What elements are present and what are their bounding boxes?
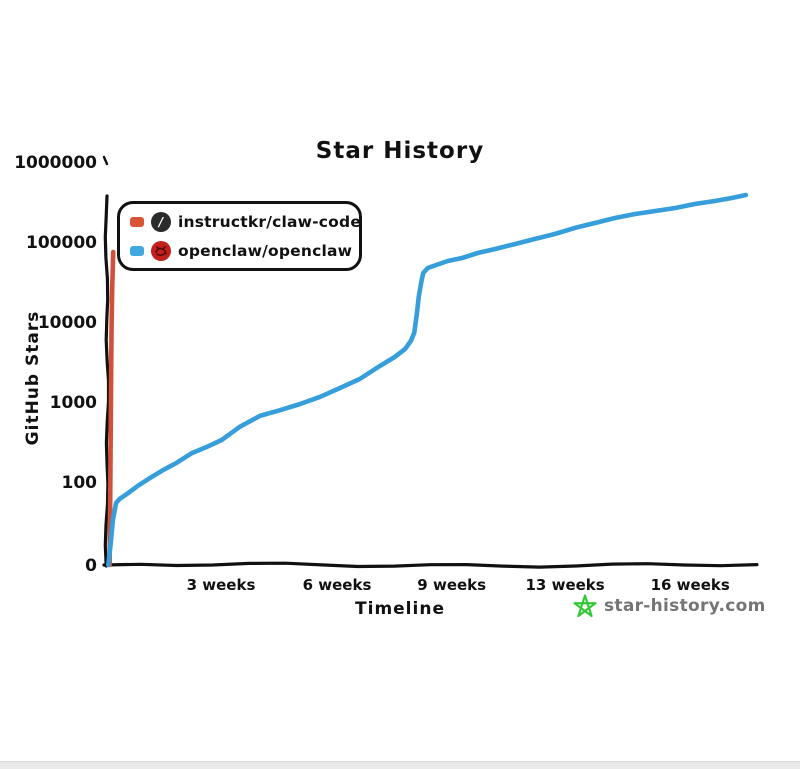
- watermark: star-history.com: [573, 593, 766, 619]
- series-line-instructkr-claw-code: [107, 249, 116, 568]
- x-tick-label: 9 weeks: [417, 576, 486, 594]
- repo-avatar-openclaw-icon: [151, 240, 171, 261]
- star-history-star-icon: [573, 594, 597, 618]
- legend-label-openclaw: openclaw/openclaw: [178, 241, 353, 260]
- series-line-openclaw-openclaw: [106, 192, 749, 568]
- y-axis-top-tick: [102, 155, 109, 166]
- legend: / instructkr/claw-code openclaw/openclaw: [117, 201, 362, 271]
- legend-item-claw-code: / instructkr/claw-code: [130, 209, 361, 235]
- legend-label-claw-code: instructkr/claw-code: [178, 212, 362, 231]
- x-tick-label: 6 weeks: [303, 576, 372, 594]
- series-color-swatch-claw-code: [130, 216, 144, 227]
- x-tick-label: 16 weeks: [651, 576, 730, 594]
- y-tick-label: 1000: [50, 393, 97, 413]
- y-axis-title: GitHub Stars: [23, 310, 43, 446]
- lobster-scribble-icon: [155, 245, 167, 256]
- chart-title: Star History: [315, 138, 485, 164]
- series-color-swatch-openclaw: [130, 245, 144, 256]
- watermark-text: star-history.com: [604, 596, 766, 616]
- y-axis-line: [103, 194, 111, 568]
- legend-item-openclaw: openclaw/openclaw: [130, 238, 353, 264]
- x-axis-title: Timeline: [355, 599, 445, 619]
- y-tick-label: 1000000: [14, 153, 97, 173]
- y-tick-label: 100000: [26, 233, 97, 253]
- y-tick-label: 10000: [38, 313, 97, 333]
- y-tick-label: 100: [62, 473, 98, 493]
- x-tick-label: 13 weeks: [525, 576, 604, 594]
- x-tick-label: 3 weeks: [187, 576, 256, 594]
- x-axis-line: [102, 561, 759, 569]
- footer-strip: [0, 761, 800, 769]
- y-tick-label: 0: [85, 556, 97, 576]
- repo-avatar-claw-code-icon: /: [151, 211, 171, 232]
